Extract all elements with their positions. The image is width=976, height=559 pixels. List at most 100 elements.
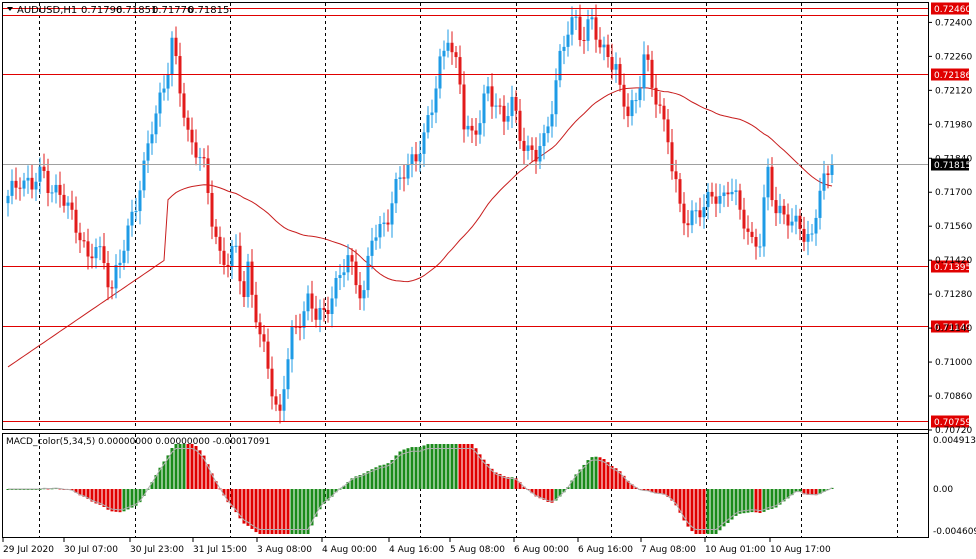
candle-body (262, 334, 266, 342)
candle-body (198, 157, 202, 159)
candle-body (750, 231, 754, 237)
candle-body (90, 256, 94, 259)
macd-bar (790, 489, 794, 496)
candle-body (786, 214, 790, 226)
price-axis-labels: 0.72400 0.72260 0.72120 0.71980 0.71840 0.717… (928, 18, 976, 537)
macd-bar (110, 489, 114, 512)
candle-body (46, 170, 50, 193)
candle-body (194, 142, 198, 158)
macd-bar (718, 489, 722, 531)
macd-bar (418, 446, 422, 489)
macd-tick-label: 0.0049138 (933, 436, 976, 446)
candle-body (782, 205, 786, 215)
candle-body (174, 37, 178, 57)
candle-body (674, 171, 678, 180)
level-label: 0.72460 (934, 5, 971, 15)
candle-body (242, 281, 246, 298)
macd-bar (82, 489, 86, 497)
price-tick-label: 0.71140 (935, 324, 972, 334)
candle-body (150, 134, 154, 144)
candle-body (466, 125, 470, 130)
macd-bar (410, 447, 414, 489)
candle-body (678, 179, 682, 204)
macd-bar (206, 464, 210, 489)
candle-body (550, 114, 554, 127)
candle-body (766, 166, 770, 198)
candle-body (742, 209, 746, 229)
candle-body (702, 207, 706, 218)
macd-bar (246, 489, 250, 526)
macd-bar (230, 489, 234, 508)
macd-bar (822, 489, 826, 492)
price-tick-label: 0.71840 (935, 154, 972, 164)
candle-body (506, 116, 510, 122)
candle-body (350, 255, 354, 262)
macd-bar (798, 489, 802, 492)
macd-bar (518, 482, 522, 489)
price-tick-label: 0.71980 (935, 120, 972, 130)
macd-bar (758, 489, 762, 513)
candle-body (338, 275, 342, 278)
candle-body (234, 245, 238, 247)
candle-body (162, 88, 166, 93)
macd-bar (730, 489, 734, 520)
macd-bar (510, 477, 514, 489)
macd-bar (506, 477, 510, 489)
candle-body (398, 177, 402, 179)
macd-bar (806, 489, 810, 495)
candle-body (62, 194, 66, 206)
macd-bar (702, 489, 706, 534)
candle-body (66, 202, 70, 206)
candle-body (210, 192, 214, 227)
time-label: 30 Jul 23:00 (130, 545, 184, 555)
candle-body (82, 240, 86, 242)
candle-body (270, 368, 274, 397)
moving-average-line (7, 87, 833, 368)
macd-tick-label: 0.00 (933, 485, 953, 495)
macd-bar (810, 489, 814, 496)
candle-body (530, 145, 534, 150)
macd-bar (358, 475, 362, 489)
macd-bar (402, 449, 406, 489)
close-value: 0.71815 (188, 5, 229, 16)
candle-body (614, 64, 618, 70)
macd-bar (530, 489, 534, 494)
price-tick-label: 0.70860 (935, 392, 972, 402)
low-value: 0.71776 (152, 5, 193, 16)
level-label: 0.72186 (934, 71, 971, 81)
candle-body (758, 246, 762, 248)
macd-bar (354, 476, 358, 489)
candle-body (122, 250, 126, 263)
candle-body (698, 210, 702, 218)
macd-title: MACD_color(5,34,5) 0.00000000 0.00000000… (6, 437, 270, 447)
candle-body (434, 88, 438, 113)
horizontal-level-lines[interactable]: 0.72460 0.72186 0.71395 0.71149 0.70759 0.718… (3, 2, 971, 429)
macd-bar (794, 489, 798, 492)
candle-body (278, 404, 282, 411)
candle-body (98, 246, 102, 248)
macd-bar (574, 474, 578, 489)
macd-bar (694, 489, 698, 534)
candle-body (186, 117, 190, 130)
candle-body (554, 80, 558, 115)
triangle-down-icon[interactable] (7, 7, 13, 11)
macd-bar (626, 480, 630, 489)
macd-bar (602, 459, 606, 489)
candle-body (402, 177, 406, 179)
candle-body (202, 157, 206, 159)
candle-body (826, 173, 830, 175)
candle-body (130, 211, 134, 226)
level-label-bg (931, 260, 969, 273)
candle-body (74, 209, 78, 233)
macd-bar (386, 463, 390, 489)
macd-bar (290, 489, 294, 534)
candle-body (534, 149, 538, 162)
macd-bar (650, 489, 654, 493)
macd-bar (222, 489, 226, 496)
candle-body (514, 96, 518, 111)
current-price-bg (931, 158, 969, 171)
time-label: 6 Aug 00:00 (514, 545, 569, 555)
macd-bar (254, 489, 258, 533)
macd-bar (594, 456, 598, 489)
